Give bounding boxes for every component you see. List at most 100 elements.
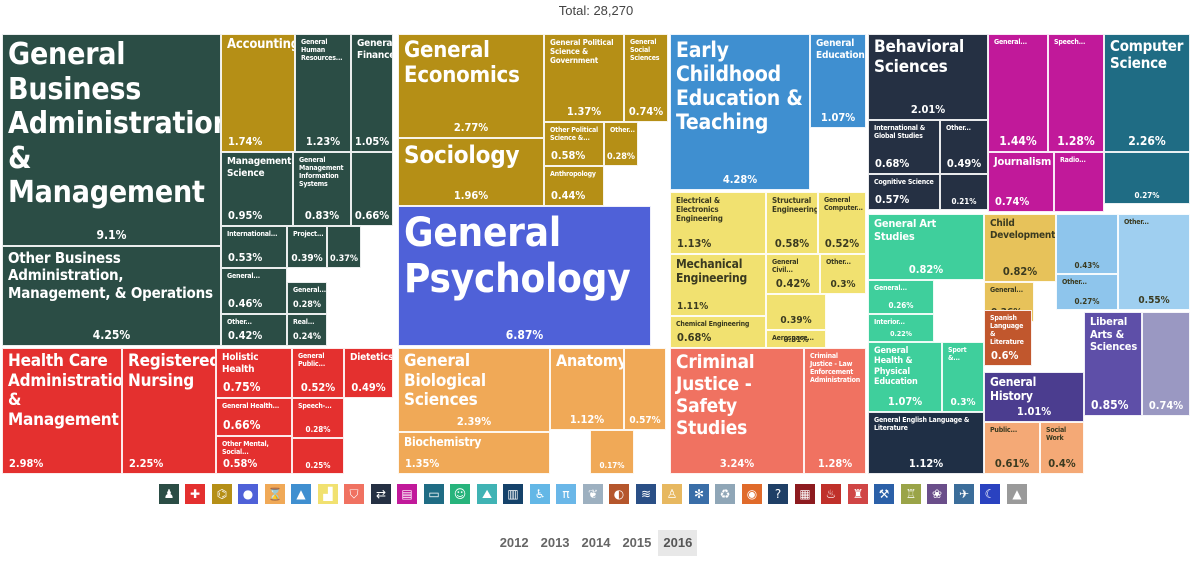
treemap-cell[interactable]: Criminal Justice - Law Enforcement Admin… xyxy=(804,348,866,474)
family-icon[interactable]: ♙ xyxy=(662,484,682,504)
treemap-cell[interactable]: General Education 1.07% xyxy=(810,34,866,128)
treemap-cell[interactable]: 0.21% xyxy=(940,174,988,210)
cone-icon[interactable]: ▲ xyxy=(1007,484,1027,504)
treemap-cell[interactable]: 0.25% xyxy=(292,438,344,474)
masks-icon[interactable]: ☺ xyxy=(450,484,470,504)
podium-icon[interactable]: ♖ xyxy=(901,484,921,504)
treemap-cell[interactable]: Other... 0.55% xyxy=(1118,214,1190,310)
boot-icon[interactable]: ▟ xyxy=(318,484,338,504)
treemap-cell[interactable]: Mechanical Engineering 1.11% xyxy=(670,254,766,316)
treemap-cell[interactable]: International... 0.53% xyxy=(221,226,287,268)
landscape-icon[interactable]: ⛰ xyxy=(477,484,497,504)
treemap-cell[interactable]: Sociology 1.96% xyxy=(398,138,544,206)
treemap-cell[interactable]: Computer Science 2.26% xyxy=(1104,34,1190,152)
treemap-cell[interactable]: General History 1.01% xyxy=(984,372,1084,422)
recycle-icon[interactable]: ♻ xyxy=(715,484,735,504)
treemap-cell[interactable]: Other Political Science &... 0.58% xyxy=(544,122,604,166)
treemap-cell[interactable]: 0.17% xyxy=(590,430,634,474)
pills-icon[interactable]: ◐ xyxy=(609,484,629,504)
treemap-cell[interactable]: Speech-... 0.28% xyxy=(292,398,344,438)
treemap-cell[interactable]: Social Work 0.4% xyxy=(1040,422,1084,474)
treemap-cell[interactable]: Interior... 0.22% xyxy=(868,314,934,342)
treemap-cell[interactable]: General Health & Physical Education 1.07% xyxy=(868,342,942,412)
treemap-cell[interactable]: International & Global Studies 0.68% xyxy=(868,120,940,174)
treemap-cell[interactable]: Speech... 1.28% xyxy=(1048,34,1104,152)
treemap-cell[interactable]: Other Mental, Social... 0.58% xyxy=(216,436,292,474)
treemap-cell[interactable]: Other... 0.27% xyxy=(1056,274,1118,310)
wheelchair-icon[interactable]: ♿ xyxy=(530,484,550,504)
speech-bubble-icon[interactable]: ● xyxy=(238,484,258,504)
atom-icon[interactable]: ✻ xyxy=(689,484,709,504)
year-button-2016[interactable]: 2016 xyxy=(658,530,698,556)
treemap-cell[interactable]: General Biological Sciences 2.39% xyxy=(398,348,550,432)
question-icon[interactable]: ? xyxy=(768,484,788,504)
treemap-cell[interactable]: Chemical Engineering 0.68% xyxy=(670,316,766,348)
treemap-cell[interactable]: General Business Administration & Manage… xyxy=(2,34,221,246)
treemap-cell[interactable]: General Art Studies 0.82% xyxy=(868,214,984,280)
antenna-icon[interactable]: ♜ xyxy=(848,484,868,504)
treemap-cell[interactable]: Other... 0.3% xyxy=(820,254,866,294)
treemap-cell[interactable]: General Public... 0.52% xyxy=(292,348,344,398)
graph-icon[interactable]: ≋ xyxy=(636,484,656,504)
treemap-cell[interactable]: Electrical & Electronics Engineering 1.13… xyxy=(670,192,766,254)
leaf-icon[interactable]: ❦ xyxy=(583,484,603,504)
book-icon[interactable]: ▥ xyxy=(503,484,523,504)
airplane-icon[interactable]: ✈ xyxy=(954,484,974,504)
arrows-icon[interactable]: ⇄ xyxy=(371,484,391,504)
treemap-cell[interactable]: General... 0.28% xyxy=(287,282,327,314)
pi-icon[interactable]: π xyxy=(556,484,576,504)
treemap-cell[interactable]: Real... 0.24% xyxy=(287,314,327,346)
treemap-cell[interactable]: 0.37% xyxy=(327,226,361,268)
treemap-cell[interactable]: General Finance 1.05% xyxy=(351,34,393,152)
moon-icon[interactable]: ☾ xyxy=(980,484,1000,504)
globe-icon[interactable]: ◉ xyxy=(742,484,762,504)
treemap-cell[interactable]: Anthropology 0.44% xyxy=(544,166,604,206)
treemap-cell[interactable]: Spanish Language & Literature 0.6% xyxy=(984,310,1032,366)
treemap-cell[interactable]: General Management Information Systems 0.… xyxy=(293,152,351,226)
chart-icon[interactable]: ⌬ xyxy=(212,484,232,504)
year-button-2014[interactable]: 2014 xyxy=(581,535,611,550)
treemap-cell[interactable]: General Health... 0.66% xyxy=(216,398,292,436)
building-icon[interactable]: ▦ xyxy=(795,484,815,504)
treemap-cell[interactable]: Early Childhood Education & Teaching 4.28… xyxy=(670,34,810,190)
year-button-2013[interactable]: 2013 xyxy=(540,535,570,550)
treemap-cell[interactable]: Other... 0.42% xyxy=(221,314,287,346)
treemap-cell[interactable]: Structural Engineering 0.58% xyxy=(766,192,818,254)
treemap-cell[interactable]: General Civil... 0.42% xyxy=(766,254,820,294)
treemap-cell[interactable]: General Human Resources... 1.23% xyxy=(295,34,351,152)
treemap-cell[interactable]: General Economics 2.77% xyxy=(398,34,544,138)
treemap-cell[interactable]: 0.43% xyxy=(1056,214,1118,274)
treemap-cell[interactable]: Management Science 0.95% xyxy=(221,152,293,226)
treemap-cell[interactable]: Public... 0.61% xyxy=(984,422,1040,474)
treemap-cell[interactable]: Registered Nursing 2.25% xyxy=(122,348,216,474)
treemap-cell[interactable]: 0.66% xyxy=(351,152,393,226)
gavel-icon[interactable]: ⚒ xyxy=(874,484,894,504)
shield-icon[interactable]: ⛉ xyxy=(344,484,364,504)
treemap-cell[interactable]: Accounting 1.74% xyxy=(221,34,295,152)
treemap-cell[interactable]: Holistic Health 0.75% xyxy=(216,348,292,398)
graduation-cap-icon[interactable]: ▲ xyxy=(291,484,311,504)
treemap-cell[interactable]: Criminal Justice - Safety Studies 3.24% xyxy=(670,348,804,474)
treemap-cell[interactable]: General Computer... 0.52% xyxy=(818,192,866,254)
treemap-cell[interactable]: Liberal Arts & Sciences 0.85% xyxy=(1084,312,1142,416)
treemap-cell[interactable]: Child Development 0.82% xyxy=(984,214,1056,282)
treemap-cell[interactable]: General... 0.46% xyxy=(221,268,287,314)
treemap-cell[interactable]: General English Language & Literature 1.1… xyxy=(868,412,984,474)
treemap-cell[interactable]: 0.39% xyxy=(766,294,826,330)
treemap-cell[interactable]: Health Care Administration & Management 2… xyxy=(2,348,122,474)
medical-cross-icon[interactable]: ✚ xyxy=(185,484,205,504)
treemap-cell[interactable]: 0.27% xyxy=(1104,152,1190,204)
treemap-cell[interactable]: Project... 0.39% xyxy=(287,226,327,268)
treemap-cell[interactable]: Journalism 0.74% xyxy=(988,152,1054,212)
treemap-cell[interactable]: Other Business Administration, Managemen… xyxy=(2,246,221,346)
treemap-cell[interactable]: Radio... xyxy=(1054,152,1104,212)
treemap-cell[interactable]: General... 1.44% xyxy=(988,34,1048,152)
treemap-cell[interactable]: Cognitive Science 0.57% xyxy=(868,174,940,210)
year-button-2015[interactable]: 2015 xyxy=(622,535,652,550)
treemap-cell[interactable]: General Political Science & Government 1.… xyxy=(544,34,624,122)
treemap-cell[interactable]: Other... 0.28% xyxy=(604,122,638,166)
scroll-icon[interactable]: ▤ xyxy=(397,484,417,504)
treemap-cell[interactable]: Anatomy 1.12% xyxy=(550,348,624,430)
treemap-cell[interactable]: Sport &... 0.3% xyxy=(942,342,984,412)
treemap-cell[interactable]: General Psychology 6.87% xyxy=(398,206,651,346)
